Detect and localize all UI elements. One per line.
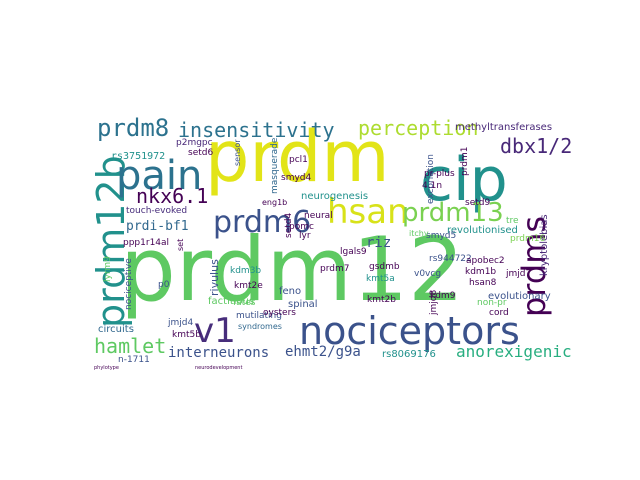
word: insensitivity <box>178 118 335 142</box>
word: smyd4 <box>281 173 312 183</box>
word: mutilating <box>236 311 282 321</box>
word: phylotype <box>94 365 119 371</box>
word: pcl1 <box>289 155 308 165</box>
word: smyd5 <box>426 231 457 241</box>
word: nkx6.1 <box>136 184 209 208</box>
word: apobec2 <box>466 256 505 266</box>
word: setd6 <box>188 148 214 158</box>
word: non-pr <box>477 298 507 308</box>
word: gsdmb <box>369 262 400 272</box>
word: kmt2e <box>234 281 263 291</box>
word: prdm12 <box>120 218 465 321</box>
word: anorexigenic <box>456 342 572 361</box>
word: neurogenesis <box>301 191 369 202</box>
word: cord <box>489 308 509 318</box>
word: rs8069176 <box>382 349 436 360</box>
word: pomc <box>289 222 314 232</box>
word: prdm7 <box>320 264 350 274</box>
word: p0 <box>158 280 170 290</box>
word: hsan8 <box>469 278 497 288</box>
word: set <box>176 238 185 251</box>
word: setd9 <box>465 198 491 208</box>
word: prdm <box>205 116 390 198</box>
word: prdm6 <box>213 205 312 240</box>
word: evolutionary <box>488 291 551 302</box>
word: lyrm9 <box>103 256 113 282</box>
word: pain <box>116 153 203 199</box>
word: eng1b <box>262 198 288 207</box>
word: fates <box>233 298 256 308</box>
word: hsan <box>327 192 409 232</box>
word: interneurons <box>168 345 270 361</box>
word: perception <box>358 116 479 140</box>
word: neural <box>304 211 333 221</box>
word: ppp1r14al <box>123 238 170 248</box>
word: v0vcg <box>414 269 442 279</box>
word: masquerade <box>270 137 280 194</box>
word: itchy <box>409 229 429 238</box>
word: nociceptive <box>124 258 134 310</box>
word: kmt5a <box>366 274 395 284</box>
word: pr-plus <box>424 169 455 179</box>
word: jmjd4 <box>168 318 194 328</box>
word: kdm9 <box>430 291 456 301</box>
word: syndromes <box>238 322 282 331</box>
word: tre <box>506 216 519 226</box>
word: hamlet <box>94 334 167 358</box>
word: revolutionised <box>447 225 518 236</box>
word: kdm1b <box>465 267 497 277</box>
word: sensor <box>233 139 242 166</box>
word: factitious <box>208 296 255 307</box>
word: ehmt2/g9a <box>285 344 361 360</box>
word: prdm13 <box>402 198 504 228</box>
word: nociceptors <box>299 309 520 353</box>
word: v1 <box>194 311 236 351</box>
word: prdm8 <box>97 114 170 142</box>
word: touch-evoked <box>126 206 188 216</box>
word: kmt5b <box>172 330 201 340</box>
word: neurodevelopment <box>195 365 243 371</box>
word: kryptolebias <box>539 214 550 276</box>
word: jmjd8 <box>429 289 439 315</box>
word: excoriation <box>426 154 436 204</box>
word: lyr <box>299 231 311 241</box>
word: 4.1n <box>422 181 443 191</box>
word: prdm1 <box>460 146 470 176</box>
word: jmjd7 <box>506 269 532 279</box>
word: n-1711 <box>118 355 150 365</box>
word: lgals9 <box>340 247 367 257</box>
word: p2mgpc <box>176 138 213 148</box>
word: rs3751972 <box>111 151 166 162</box>
word: cip <box>420 145 508 215</box>
word: kdm3b <box>230 266 262 276</box>
word: rs944722 <box>429 254 472 264</box>
word: circuits <box>98 324 134 335</box>
word: methyltransferases <box>455 122 553 133</box>
word: kmt2b <box>367 295 396 305</box>
word: prdi-bf1 <box>126 219 189 234</box>
word: spinal <box>288 299 318 310</box>
word: feno <box>279 286 302 297</box>
word: rivulus <box>208 259 221 296</box>
word: prdm16 <box>510 234 546 244</box>
word: riz <box>366 235 392 251</box>
word: oysters <box>263 308 296 318</box>
word: dbx1/2 <box>500 134 573 158</box>
word: setd4 <box>284 212 294 238</box>
